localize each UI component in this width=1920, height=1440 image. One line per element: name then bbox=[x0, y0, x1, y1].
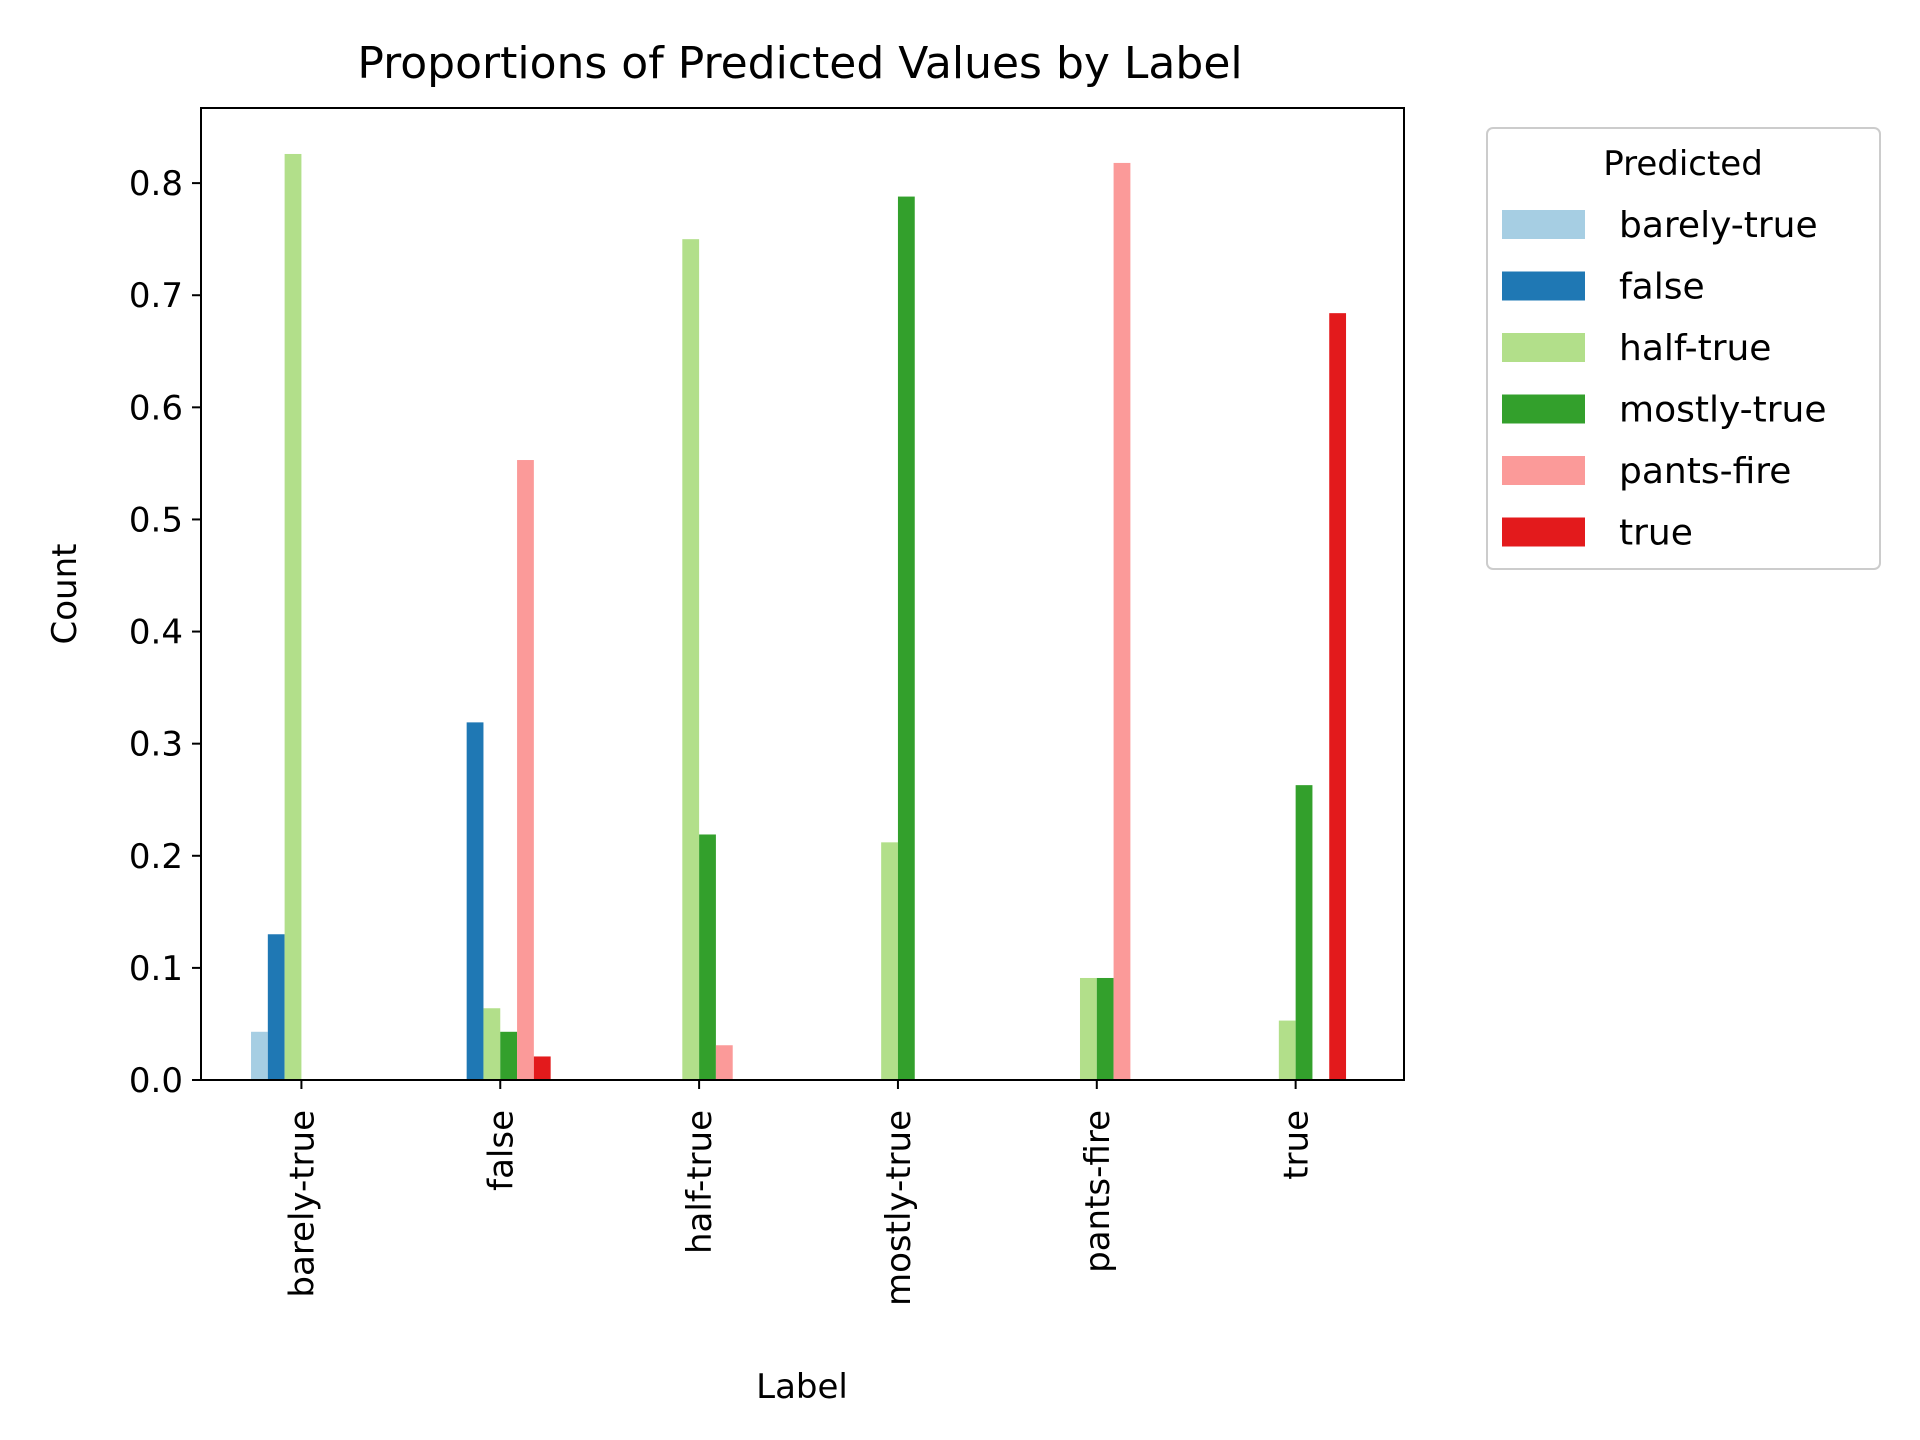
plot-area bbox=[251, 153, 1347, 1081]
legend-label-pants-fire: pants-fire bbox=[1619, 451, 1791, 492]
y-tick-label: 0.6 bbox=[129, 388, 183, 428]
x-tick-label-mostly-true: mostly-true bbox=[879, 1110, 919, 1306]
bar-mostly-true-true bbox=[1295, 785, 1313, 1080]
bar-false-false bbox=[466, 722, 484, 1080]
bar-mostly-true-mostly-true bbox=[897, 196, 915, 1080]
legend-label-true: true bbox=[1619, 513, 1693, 554]
x-tick-label-false: false bbox=[481, 1110, 521, 1191]
bar-pants-fire-pants-fire bbox=[1113, 162, 1131, 1080]
bar-true-true bbox=[1329, 313, 1347, 1080]
y-tick-label: 0.4 bbox=[129, 613, 183, 653]
y-axis-title: Count bbox=[45, 544, 85, 645]
bar-mostly-true-pants-fire bbox=[1096, 977, 1114, 1080]
legend-swatch-mostly-true bbox=[1502, 394, 1585, 424]
legend-title: Predicted bbox=[1603, 144, 1763, 184]
y-tick-label: 0.8 bbox=[129, 164, 183, 204]
bar-half-true-pants-fire bbox=[1079, 977, 1097, 1080]
legend-swatch-barely-true bbox=[1502, 210, 1585, 239]
x-axis: barely-true false half-true mostly-true pant… bbox=[282, 1080, 1317, 1306]
x-tick-label-half-true: half-true bbox=[680, 1110, 720, 1254]
bar-false-barely-true bbox=[267, 934, 285, 1080]
x-tick-label-barely-true: barely-true bbox=[282, 1110, 322, 1298]
bar-half-true-true bbox=[1278, 1020, 1296, 1080]
y-tick-label: 0.0 bbox=[129, 1061, 183, 1101]
legend-label-false: false bbox=[1619, 267, 1705, 308]
bar-pants-fire-half-true bbox=[715, 1045, 733, 1080]
bar-mostly-true-half-true bbox=[699, 834, 716, 1080]
y-tick-label: 0.1 bbox=[129, 949, 183, 989]
legend-label-barely-true: barely-true bbox=[1619, 205, 1818, 246]
bar-barely-true-barely-true bbox=[251, 1031, 268, 1080]
legend-swatch-pants-fire bbox=[1502, 456, 1585, 485]
x-axis-title: Label bbox=[756, 1367, 848, 1407]
bar-pants-fire-false bbox=[517, 460, 534, 1080]
y-tick-label: 0.5 bbox=[129, 500, 183, 540]
y-tick-label: 0.3 bbox=[129, 725, 183, 765]
bar-true-false bbox=[533, 1056, 551, 1080]
plot-frame bbox=[200, 107, 1405, 1081]
legend: Predicted barely-true false half-true mostl… bbox=[1486, 127, 1881, 570]
y-tick-label: 0.2 bbox=[129, 837, 183, 877]
legend-label-mostly-true: mostly-true bbox=[1619, 390, 1827, 431]
legend-swatch-true bbox=[1502, 517, 1585, 547]
bar-mostly-true-false bbox=[500, 1031, 518, 1080]
y-axis: 0.0 0.1 0.2 0.3 0.4 0.5 0.6 0.7 0.8 bbox=[129, 164, 201, 1101]
bar-half-true-half-true bbox=[682, 239, 700, 1081]
bar-half-true-barely-true bbox=[284, 153, 302, 1081]
x-tick-label-pants-fire: pants-fire bbox=[1078, 1110, 1118, 1273]
bar-half-true-mostly-true bbox=[881, 842, 898, 1080]
legend-box bbox=[1486, 127, 1881, 570]
legend-swatch-false bbox=[1502, 271, 1585, 301]
y-tick-label: 0.7 bbox=[129, 276, 183, 316]
bar-half-true-false bbox=[483, 1008, 501, 1080]
legend-label-half-true: half-true bbox=[1619, 328, 1771, 369]
chart-title: Proportions of Predicted Values by Label bbox=[357, 38, 1242, 89]
x-tick-label-true: true bbox=[1277, 1110, 1317, 1180]
legend-swatch-half-true bbox=[1502, 333, 1585, 362]
